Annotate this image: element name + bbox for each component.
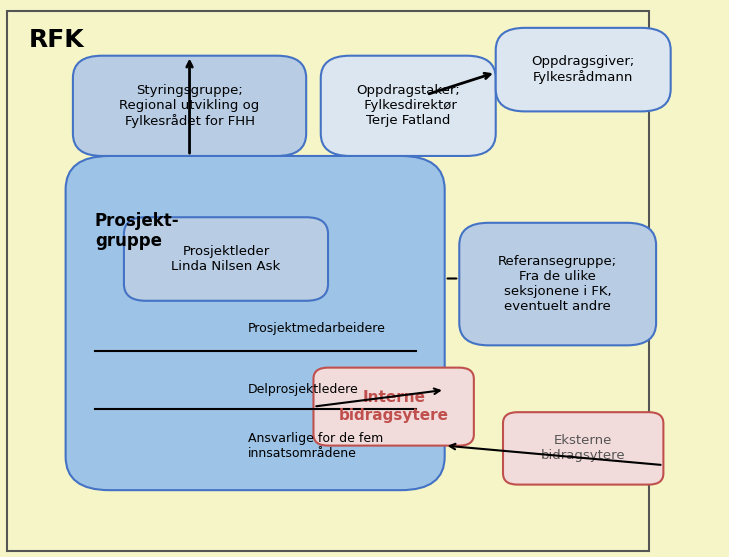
Text: Prosjektleder
Linda Nilsen Ask: Prosjektleder Linda Nilsen Ask <box>171 245 281 273</box>
FancyBboxPatch shape <box>7 11 649 551</box>
FancyBboxPatch shape <box>73 56 306 156</box>
Text: Styringsgruppe;
Regional utvikling og
Fylkesrådet for FHH: Styringsgruppe; Regional utvikling og Fy… <box>120 84 260 128</box>
Text: Oppdragstaker;
 Fylkesdirektør
Terje Fatland: Oppdragstaker; Fylkesdirektør Terje Fatl… <box>356 84 460 128</box>
FancyBboxPatch shape <box>321 56 496 156</box>
FancyBboxPatch shape <box>459 223 656 345</box>
Text: RFK: RFK <box>29 28 85 52</box>
FancyBboxPatch shape <box>503 412 663 485</box>
FancyBboxPatch shape <box>124 217 328 301</box>
Text: Oppdragsgiver;
Fylkesrådmann: Oppdragsgiver; Fylkesrådmann <box>531 55 635 84</box>
Text: Prosjekt-
gruppe: Prosjekt- gruppe <box>95 212 179 251</box>
Text: Referansegruppe;
Fra de ulike
seksjonene i FK,
eventuelt andre: Referansegruppe; Fra de ulike seksjonene… <box>498 255 617 313</box>
FancyBboxPatch shape <box>496 28 671 111</box>
FancyBboxPatch shape <box>313 368 474 446</box>
Text: Prosjektmedarbeidere: Prosjektmedarbeidere <box>248 322 386 335</box>
Text: Ansvarlige for de fem
innsatsområdene: Ansvarlige for de fem innsatsområdene <box>248 432 383 460</box>
Text: Interne
bidragsytere: Interne bidragsytere <box>339 390 448 423</box>
Text: Delprosjektledere: Delprosjektledere <box>248 383 359 397</box>
FancyBboxPatch shape <box>66 156 445 490</box>
Text: Eksterne
bidragsytere: Eksterne bidragsytere <box>541 434 625 462</box>
